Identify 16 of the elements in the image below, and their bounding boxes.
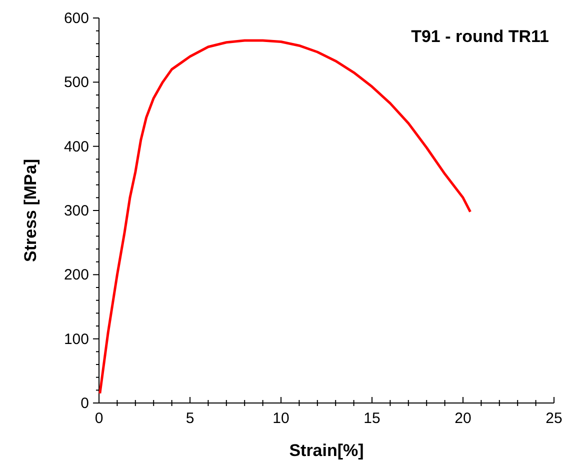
y-tick-label: 100	[64, 330, 89, 348]
x-tick-label: 10	[272, 410, 290, 427]
y-tick-label: 300	[64, 202, 89, 220]
y-axis-title: Stress [MPa]	[21, 159, 40, 262]
y-tick-label: 500	[64, 74, 89, 92]
x-tick-label: 15	[364, 410, 380, 427]
x-tick-label: 0	[94, 410, 104, 427]
x-tick-label: 25	[546, 410, 562, 427]
y-tick-label: 400	[64, 138, 89, 156]
x-tick-label: 20	[454, 410, 472, 427]
y-tick-label: 600	[64, 10, 89, 27]
x-tick-label: 5	[186, 410, 194, 427]
x-axis-title: Strain[%]	[289, 441, 364, 460]
y-tick-label: 0	[80, 395, 89, 412]
y-tick-label: 200	[64, 266, 89, 284]
annotation: T91 - round TR11	[411, 27, 549, 46]
